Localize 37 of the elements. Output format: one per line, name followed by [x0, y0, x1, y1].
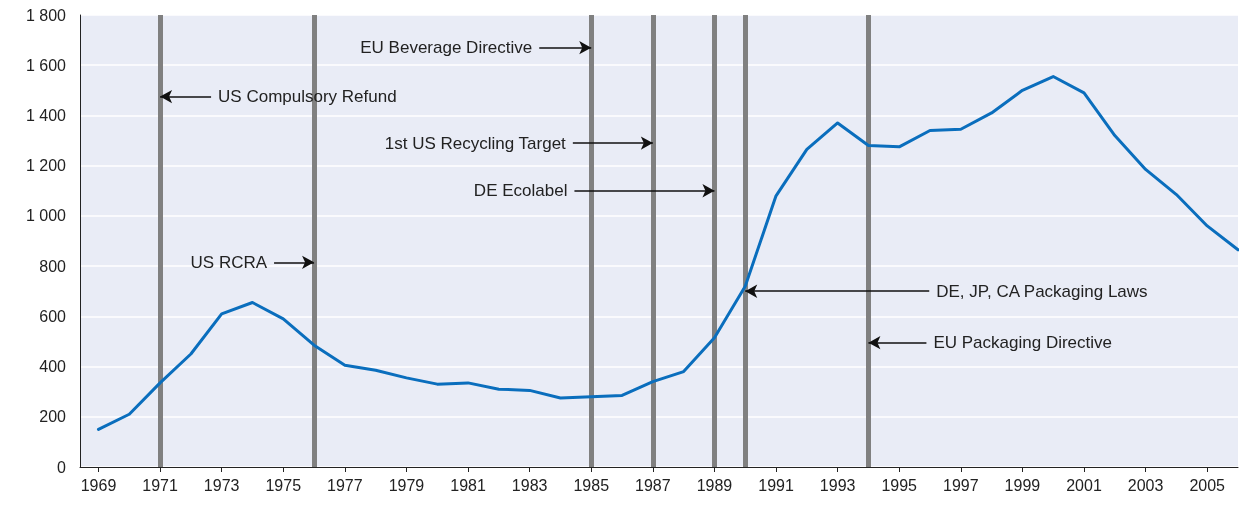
annotation: US RCRA: [190, 252, 268, 272]
x-tick-label: 1991: [758, 476, 794, 494]
y-tick-label: 1 600: [25, 56, 67, 74]
y-tick-label: 1 400: [25, 106, 67, 124]
y-tick-label: 0: [57, 458, 67, 476]
x-tick-label: 1971: [142, 476, 178, 494]
annotation: EU Beverage Directive: [360, 38, 533, 58]
x-tick-label: 1973: [203, 476, 240, 494]
x-tick-label: 1979: [388, 476, 425, 494]
x-tick-label: 1969: [80, 476, 117, 494]
annotation: US Compulsory Refund: [218, 87, 397, 107]
x-tick-label: 2001: [1066, 476, 1102, 494]
x-tick-label: 1975: [265, 476, 302, 494]
x-tick-label: 2005: [1189, 476, 1226, 494]
x-tick-label: 1985: [573, 476, 610, 494]
y-tick-label: 800: [39, 257, 67, 275]
y-tick-label: 400: [39, 358, 67, 376]
annotation: 1st US Recycling Target: [384, 133, 567, 153]
annotation: DE, JP, CA Packaging Laws: [936, 281, 1148, 301]
x-tick-label: 1981: [450, 476, 486, 494]
x-tick-label: 1987: [635, 476, 671, 494]
annotation: EU Packaging Directive: [933, 333, 1112, 353]
annotation: DE Ecolabel: [473, 181, 568, 201]
x-tick-label: 1999: [1004, 476, 1041, 494]
x-tick-label: 1997: [943, 476, 979, 494]
line-series: [96, 75, 1239, 431]
y-tick-label: 1 800: [25, 6, 67, 24]
x-tick-label: 1989: [696, 476, 733, 494]
x-tick-label: 1977: [327, 476, 363, 494]
y-tick-label: 1 000: [25, 207, 67, 225]
y-tick-label: 1 200: [25, 157, 67, 175]
x-tick-label: 1995: [881, 476, 918, 494]
x-tick-label: 1993: [819, 476, 856, 494]
y-tick-label: 600: [39, 307, 67, 325]
y-tick-label: 200: [39, 408, 67, 426]
x-tick-label: 2003: [1127, 476, 1164, 494]
x-tick-label: 1983: [511, 476, 548, 494]
